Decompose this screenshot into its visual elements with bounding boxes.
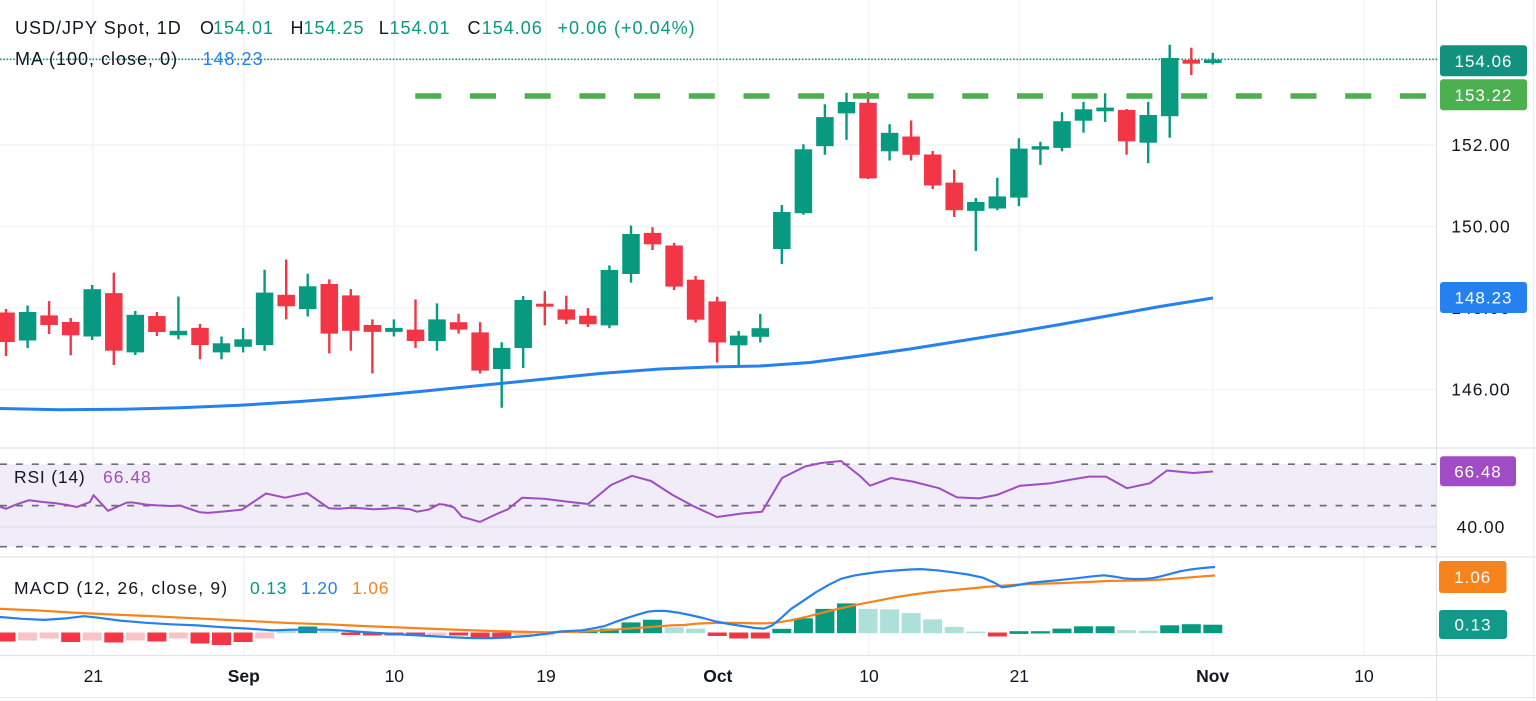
svg-text:0.13: 0.13 — [250, 578, 287, 598]
svg-text:21: 21 — [1010, 666, 1029, 686]
svg-text:146.00: 146.00 — [1451, 380, 1511, 400]
svg-text:C: C — [468, 18, 482, 38]
svg-text:USD/JPY Spot, 1D: USD/JPY Spot, 1D — [15, 18, 182, 38]
svg-text:+0.06 (+0.04%): +0.06 (+0.04%) — [558, 18, 696, 38]
svg-text:10: 10 — [1354, 666, 1374, 686]
svg-text:1.20: 1.20 — [301, 578, 338, 598]
svg-text:0.13: 0.13 — [1454, 616, 1491, 635]
svg-text:19: 19 — [536, 666, 555, 686]
svg-text:RSI (14): RSI (14) — [14, 467, 86, 487]
svg-text:Nov: Nov — [1196, 666, 1229, 686]
svg-text:1.06: 1.06 — [1454, 568, 1491, 587]
svg-text:154.06: 154.06 — [1455, 52, 1513, 71]
svg-text:148.23: 148.23 — [1455, 289, 1513, 308]
svg-text:154.25: 154.25 — [304, 18, 365, 38]
svg-text:O: O — [200, 18, 215, 38]
svg-text:1.06: 1.06 — [352, 578, 389, 598]
svg-text:L: L — [379, 18, 390, 38]
svg-text:Oct: Oct — [703, 666, 732, 686]
svg-text:40.00: 40.00 — [1457, 517, 1506, 537]
svg-text:MACD (12, 26, close, 9): MACD (12, 26, close, 9) — [14, 578, 228, 598]
svg-text:152.00: 152.00 — [1451, 135, 1511, 155]
svg-text:66.48: 66.48 — [1454, 462, 1502, 481]
svg-text:154.01: 154.01 — [390, 18, 451, 38]
svg-text:66.48: 66.48 — [103, 467, 152, 487]
svg-text:153.22: 153.22 — [1455, 86, 1513, 105]
svg-text:MA (100, close, 0): MA (100, close, 0) — [15, 49, 178, 69]
svg-text:H: H — [291, 18, 305, 38]
svg-text:154.06: 154.06 — [482, 18, 543, 38]
svg-text:21: 21 — [84, 666, 103, 686]
svg-text:154.01: 154.01 — [213, 18, 274, 38]
svg-text:10: 10 — [385, 666, 405, 686]
svg-text:Sep: Sep — [228, 666, 260, 686]
svg-text:150.00: 150.00 — [1451, 216, 1511, 236]
svg-text:10: 10 — [859, 666, 879, 686]
svg-text:148.23: 148.23 — [203, 49, 264, 69]
